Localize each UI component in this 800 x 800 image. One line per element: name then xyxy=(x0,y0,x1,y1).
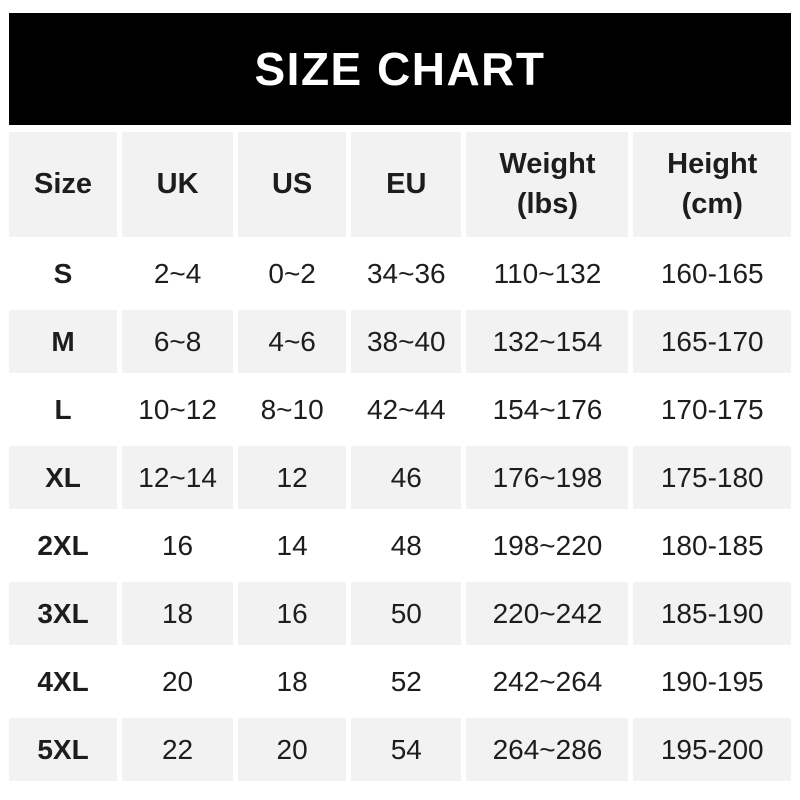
column-header-eu: EU xyxy=(351,132,462,237)
height-cell: 185-190 xyxy=(633,582,791,645)
us-cell: 12 xyxy=(238,446,347,509)
eu-cell: 42~44 xyxy=(351,378,462,441)
size-cell: 3XL xyxy=(9,582,118,645)
eu-cell: 38~40 xyxy=(351,310,462,373)
eu-cell: 34~36 xyxy=(351,242,462,305)
us-cell: 4~6 xyxy=(238,310,347,373)
eu-cell: 52 xyxy=(351,650,462,713)
table-row-3xl: 3XL 18 16 50 220~242 185-190 xyxy=(9,582,791,645)
size-cell: 4XL xyxy=(9,650,118,713)
uk-cell: 22 xyxy=(122,718,234,781)
weight-cell: 132~154 xyxy=(466,310,629,373)
height-cell: 165-170 xyxy=(633,310,791,373)
size-chart-banner: SIZE CHART xyxy=(9,13,791,125)
uk-cell: 20 xyxy=(122,650,234,713)
height-cell: 195-200 xyxy=(633,718,791,781)
us-cell: 0~2 xyxy=(238,242,347,305)
size-cell: L xyxy=(9,378,118,441)
column-header-weight: Weight (lbs) xyxy=(466,132,629,237)
weight-cell: 198~220 xyxy=(466,514,629,577)
column-header-size: Size xyxy=(9,132,118,237)
eu-cell: 48 xyxy=(351,514,462,577)
height-cell: 160-165 xyxy=(633,242,791,305)
weight-cell: 154~176 xyxy=(466,378,629,441)
uk-cell: 2~4 xyxy=(122,242,234,305)
uk-cell: 10~12 xyxy=(122,378,234,441)
us-cell: 14 xyxy=(238,514,347,577)
column-header-height: Height (cm) xyxy=(633,132,791,237)
weight-cell: 110~132 xyxy=(466,242,629,305)
uk-cell: 16 xyxy=(122,514,234,577)
size-cell: S xyxy=(9,242,118,305)
eu-cell: 46 xyxy=(351,446,462,509)
us-cell: 18 xyxy=(238,650,347,713)
size-chart-table: Size UK US EU Weight (lbs) Height (cm) S… xyxy=(4,127,796,786)
table-row-4xl: 4XL 20 18 52 242~264 190-195 xyxy=(9,650,791,713)
table-row-s: S 2~4 0~2 34~36 110~132 160-165 xyxy=(9,242,791,305)
uk-cell: 18 xyxy=(122,582,234,645)
us-cell: 8~10 xyxy=(238,378,347,441)
us-cell: 20 xyxy=(238,718,347,781)
table-row-m: M 6~8 4~6 38~40 132~154 165-170 xyxy=(9,310,791,373)
size-chart-table-container: Size UK US EU Weight (lbs) Height (cm) S… xyxy=(4,127,796,786)
size-cell: 5XL xyxy=(9,718,118,781)
table-row-xl: XL 12~14 12 46 176~198 175-180 xyxy=(9,446,791,509)
weight-cell: 242~264 xyxy=(466,650,629,713)
eu-cell: 50 xyxy=(351,582,462,645)
size-cell: XL xyxy=(9,446,118,509)
height-cell: 170-175 xyxy=(633,378,791,441)
column-header-uk: UK xyxy=(122,132,234,237)
height-cell: 180-185 xyxy=(633,514,791,577)
uk-cell: 12~14 xyxy=(122,446,234,509)
column-header-us: US xyxy=(238,132,347,237)
table-row-2xl: 2XL 16 14 48 198~220 180-185 xyxy=(9,514,791,577)
weight-cell: 176~198 xyxy=(466,446,629,509)
eu-cell: 54 xyxy=(351,718,462,781)
us-cell: 16 xyxy=(238,582,347,645)
weight-cell: 264~286 xyxy=(466,718,629,781)
table-row-l: L 10~12 8~10 42~44 154~176 170-175 xyxy=(9,378,791,441)
height-cell: 175-180 xyxy=(633,446,791,509)
uk-cell: 6~8 xyxy=(122,310,234,373)
page-title: SIZE CHART xyxy=(254,43,546,95)
size-cell: 2XL xyxy=(9,514,118,577)
table-row-5xl: 5XL 22 20 54 264~286 195-200 xyxy=(9,718,791,781)
size-cell: M xyxy=(9,310,118,373)
height-cell: 190-195 xyxy=(633,650,791,713)
weight-cell: 220~242 xyxy=(466,582,629,645)
header-row: Size UK US EU Weight (lbs) Height (cm) xyxy=(9,132,791,237)
